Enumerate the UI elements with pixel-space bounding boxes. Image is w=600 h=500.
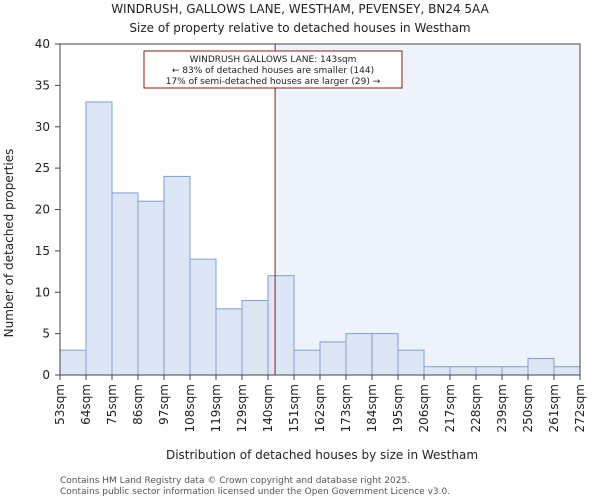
bar [501, 366, 529, 376]
bar [137, 200, 165, 376]
bar [85, 101, 113, 376]
bar [293, 349, 321, 376]
x-tick-label: 261sqm [547, 384, 561, 432]
annotation-line2: ← 83% of detached houses are smaller (14… [172, 66, 374, 76]
y-tick-label: 20 [35, 203, 50, 217]
annotation-line1: WINDRUSH GALLOWS LANE: 143sqm [190, 55, 357, 65]
bar [267, 275, 295, 376]
chart-title-line1: WINDRUSH, GALLOWS LANE, WESTHAM, PEVENSE… [111, 2, 489, 16]
bar [449, 366, 477, 376]
y-tick-label: 35 [35, 78, 50, 92]
x-tick-label: 64sqm [79, 384, 93, 425]
plot-frame [59, 43, 581, 376]
y-tick-label: 10 [35, 285, 50, 299]
y-tick-label: 0 [42, 368, 50, 382]
bar [423, 366, 451, 376]
bar [163, 175, 191, 376]
annotation-box [143, 50, 403, 89]
y-tick-label: 30 [35, 120, 50, 134]
bars-group [59, 101, 581, 376]
bar [553, 366, 581, 376]
x-tick-label: 173sqm [339, 384, 353, 432]
x-tick-label: 129sqm [235, 384, 249, 432]
footer-line1: Contains HM Land Registry data © Crown c… [60, 476, 410, 486]
x-tick-label: 75sqm [105, 384, 119, 425]
x-tick-label: 140sqm [261, 384, 275, 432]
bar [475, 366, 503, 376]
x-tick-label: 151sqm [287, 384, 301, 432]
y-tick-label: 5 [42, 327, 50, 341]
bar [215, 308, 243, 376]
x-tick-label: 250sqm [521, 384, 535, 432]
x-tick-label: 162sqm [313, 384, 327, 432]
bar [189, 258, 217, 376]
annotation-line3: 17% of semi-detached houses are larger (… [166, 77, 381, 87]
bar [371, 333, 399, 376]
x-tick-label: 228sqm [469, 384, 483, 432]
x-tick-label: 195sqm [391, 384, 405, 432]
bar [397, 349, 425, 376]
bar [319, 341, 347, 376]
y-tick-label: 25 [35, 161, 50, 175]
x-tick-label: 206sqm [417, 384, 431, 432]
y-axis: 0 5 10 15 20 25 30 35 40 [35, 37, 60, 382]
x-tick-label: 119sqm [209, 384, 223, 432]
bar [241, 300, 269, 376]
x-tick-label: 184sqm [365, 384, 379, 432]
x-tick-label: 272sqm [573, 384, 587, 432]
bar [345, 333, 373, 376]
chart-title-line2: Size of property relative to detached ho… [129, 21, 470, 35]
y-tick-label: 40 [35, 37, 50, 51]
x-tick-label: 239sqm [495, 384, 509, 432]
x-tick-label: 217sqm [443, 384, 457, 432]
x-tick-label: 97sqm [157, 384, 171, 425]
bar [59, 349, 87, 376]
footer-line2: Contains public sector information licen… [60, 487, 450, 497]
y-tick-label: 15 [35, 244, 50, 258]
bar [111, 192, 139, 376]
x-tick-label: 53sqm [53, 384, 67, 425]
x-axis-label: Distribution of detached houses by size … [166, 448, 478, 462]
x-tick-label: 108sqm [183, 384, 197, 432]
x-axis: 53sqm 64sqm 75sqm 86sqm 97sqm 108sqm 119sqm 129… [53, 375, 587, 432]
larger-region-shading [275, 44, 580, 375]
x-tick-label: 86sqm [131, 384, 145, 425]
bar [527, 357, 555, 376]
y-axis-label: Number of detached properties [2, 149, 16, 338]
